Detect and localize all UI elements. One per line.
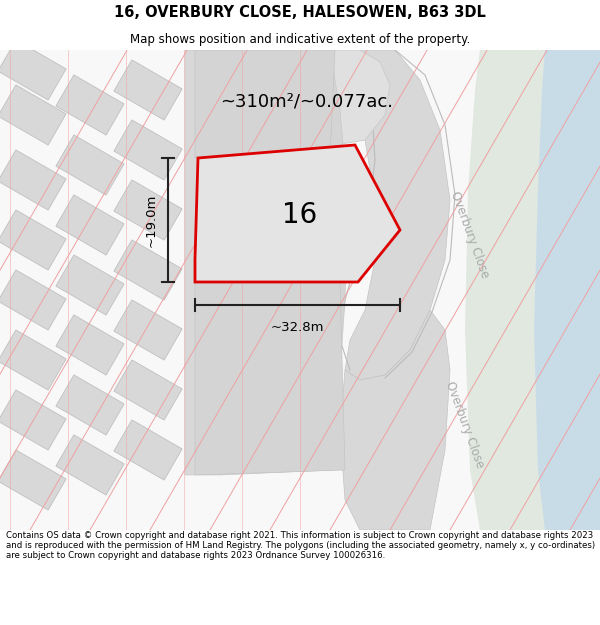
Text: ~19.0m: ~19.0m bbox=[145, 193, 158, 247]
Bar bbox=[56, 375, 124, 435]
Bar bbox=[0, 210, 66, 270]
Bar bbox=[0, 390, 66, 450]
Bar bbox=[114, 120, 182, 180]
Polygon shape bbox=[220, 50, 348, 475]
Polygon shape bbox=[340, 310, 450, 530]
Polygon shape bbox=[195, 145, 400, 282]
Bar bbox=[114, 60, 182, 120]
Bar bbox=[114, 240, 182, 300]
Bar bbox=[0, 450, 66, 510]
Polygon shape bbox=[195, 50, 335, 158]
Bar bbox=[0, 40, 66, 100]
Bar bbox=[114, 360, 182, 420]
Bar bbox=[56, 195, 124, 255]
Text: Overbury Close: Overbury Close bbox=[448, 190, 492, 280]
Text: Map shows position and indicative extent of the property.: Map shows position and indicative extent… bbox=[130, 34, 470, 46]
Polygon shape bbox=[534, 50, 600, 530]
Bar bbox=[56, 75, 124, 135]
Text: 16: 16 bbox=[283, 201, 317, 229]
Bar bbox=[0, 150, 66, 210]
Polygon shape bbox=[295, 50, 390, 145]
Text: 16, OVERBURY CLOSE, HALESOWEN, B63 3DL: 16, OVERBURY CLOSE, HALESOWEN, B63 3DL bbox=[114, 5, 486, 20]
Polygon shape bbox=[330, 50, 450, 380]
Bar bbox=[114, 300, 182, 360]
Bar bbox=[56, 255, 124, 315]
Bar bbox=[114, 180, 182, 240]
Polygon shape bbox=[465, 50, 600, 530]
Bar bbox=[0, 270, 66, 330]
Text: ~32.8m: ~32.8m bbox=[271, 321, 324, 334]
Polygon shape bbox=[185, 50, 225, 475]
Bar bbox=[0, 85, 66, 145]
Bar bbox=[114, 420, 182, 480]
Bar bbox=[56, 315, 124, 375]
Text: Overbury Close: Overbury Close bbox=[443, 380, 487, 470]
Polygon shape bbox=[195, 282, 345, 475]
Text: ~310m²/~0.077ac.: ~310m²/~0.077ac. bbox=[220, 93, 393, 111]
Bar bbox=[56, 135, 124, 195]
Bar bbox=[0, 330, 66, 390]
Text: Contains OS data © Crown copyright and database right 2021. This information is : Contains OS data © Crown copyright and d… bbox=[6, 531, 595, 561]
Bar bbox=[56, 435, 124, 495]
